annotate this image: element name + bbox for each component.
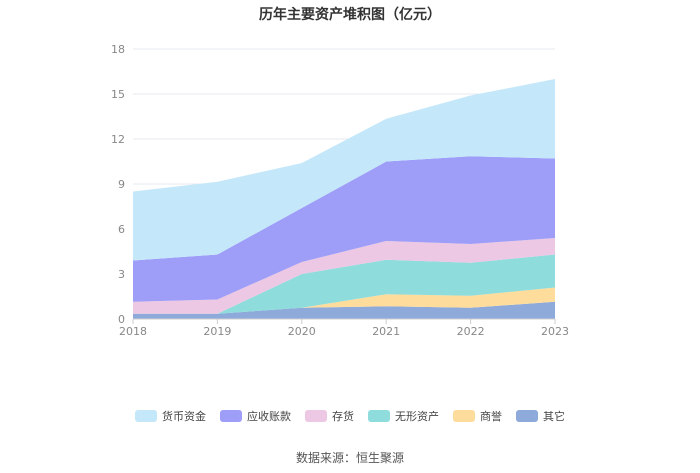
legend-label: 其它 [543, 410, 565, 423]
legend-item[interactable]: 存货 [305, 408, 354, 424]
legend-swatch [368, 410, 390, 422]
legend-swatch [516, 410, 538, 422]
area-series [133, 156, 555, 302]
y-tick-label: 0 [118, 313, 125, 326]
legend-label: 商誉 [480, 410, 502, 423]
legend-swatch [453, 410, 475, 422]
area-series [133, 79, 555, 261]
y-tick-label: 6 [118, 223, 125, 236]
legend-swatch [135, 410, 157, 422]
legend: 货币资金 应收账款 存货 无形资产 商誉 其它 [0, 408, 700, 424]
legend-swatch [220, 410, 242, 422]
chart-plot: 0 3 6 9 12 15 18 2018 2019 2020 2021 2022 2023 [111, 43, 569, 338]
x-tick-label: 2019 [203, 325, 231, 338]
legend-item[interactable]: 货币资金 [135, 408, 206, 424]
legend-label: 货币资金 [162, 410, 206, 423]
area-series [133, 254, 555, 314]
y-tick-label: 3 [118, 268, 125, 281]
y-tick-label: 15 [111, 88, 125, 101]
chart-title: 历年主要资产堆积图（亿元） [259, 7, 441, 23]
legend-item[interactable]: 无形资产 [368, 408, 439, 424]
legend-item[interactable]: 应收账款 [220, 408, 291, 424]
x-tick-label: 2023 [541, 325, 569, 338]
area-series [133, 301, 555, 319]
legend-label: 无形资产 [395, 410, 439, 423]
area-series [133, 287, 555, 314]
x-tick-label: 2021 [372, 325, 400, 338]
legend-item[interactable]: 商誉 [453, 408, 502, 424]
source-note: 数据来源：恒生聚源 [295, 451, 404, 465]
x-tick-label: 2020 [288, 325, 316, 338]
y-tick-label: 9 [118, 178, 125, 191]
legend-swatch [305, 410, 327, 422]
area-series [133, 238, 555, 314]
x-tick-label: 2022 [457, 325, 485, 338]
legend-label: 应收账款 [247, 410, 291, 423]
x-tick-label: 2018 [119, 325, 147, 338]
legend-item[interactable]: 其它 [516, 408, 565, 424]
y-tick-label: 12 [111, 133, 125, 146]
legend-label: 存货 [332, 410, 354, 423]
y-tick-label: 18 [111, 43, 125, 56]
